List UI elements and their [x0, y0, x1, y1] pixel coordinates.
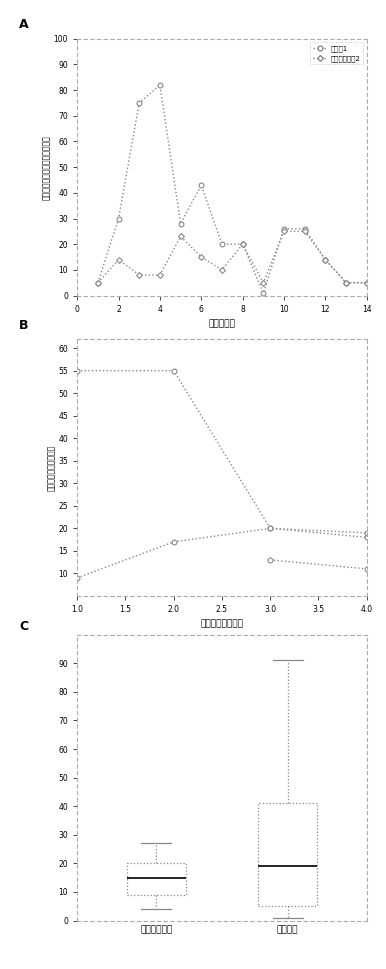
- Legend: テーク1, ベーステーク2: テーク1, ベーステーク2: [310, 43, 363, 65]
- Text: A: A: [19, 18, 29, 31]
- X-axis label: 経由地点番: 経由地点番: [208, 319, 235, 328]
- X-axis label: 形状のセグメント: 形状のセグメント: [200, 619, 244, 629]
- Text: B: B: [19, 319, 29, 331]
- Y-axis label: ターゲット地点からの経路距離: ターゲット地点からの経路距離: [42, 135, 51, 200]
- Y-axis label: ターゲットからの距離: ターゲットからの距離: [47, 445, 56, 490]
- Text: C: C: [19, 620, 29, 634]
